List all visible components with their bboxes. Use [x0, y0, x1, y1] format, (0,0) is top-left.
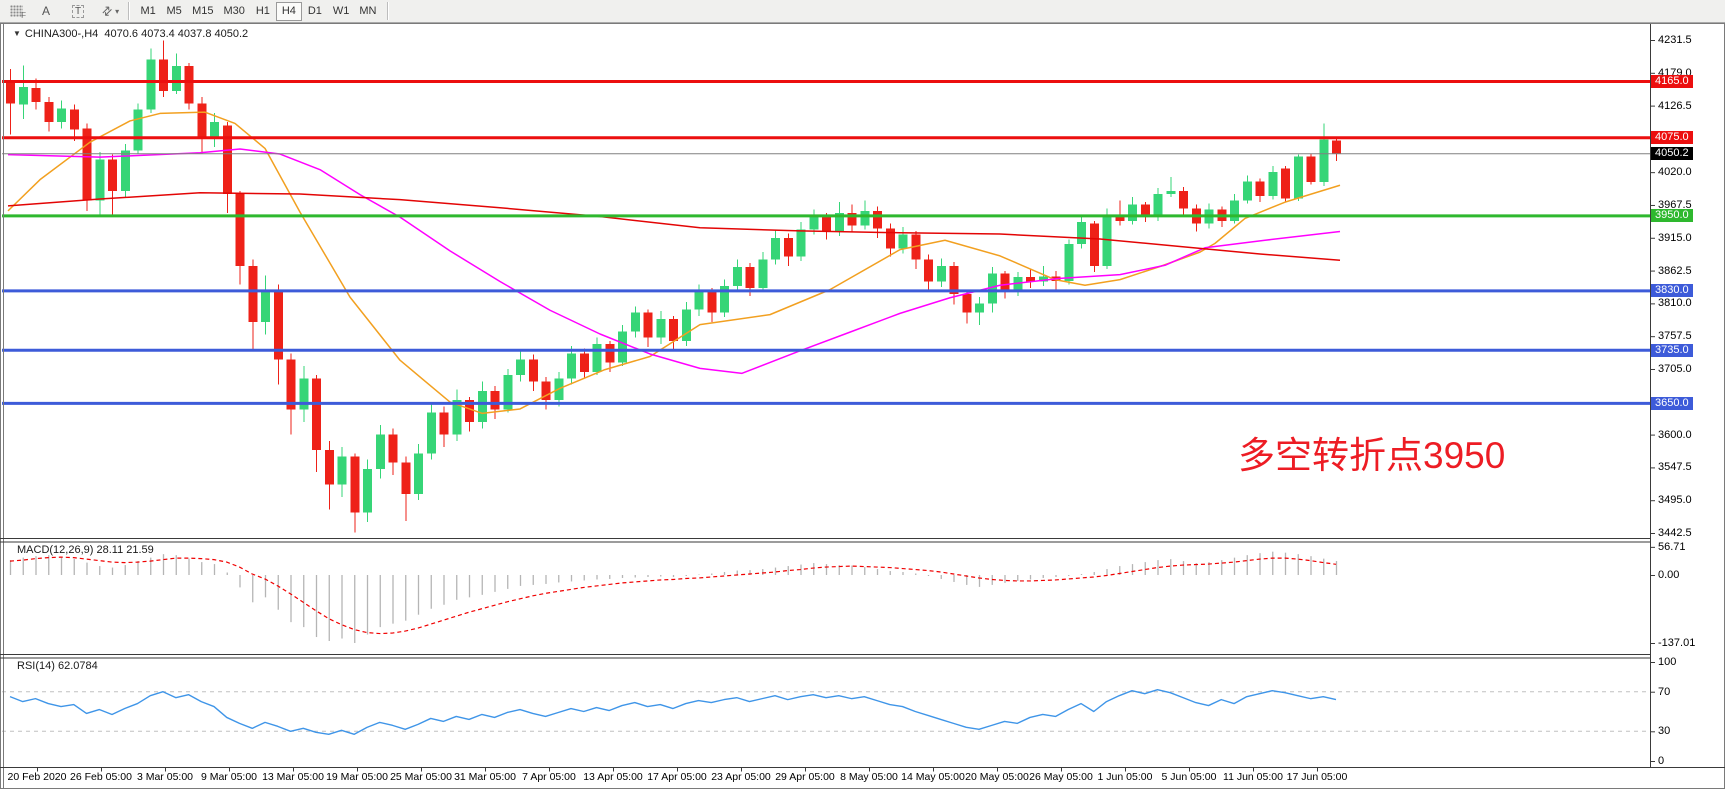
price-badge: 4165.0	[1651, 75, 1693, 89]
timeframe-button-mn[interactable]: MN	[354, 2, 381, 21]
price-axis[interactable]: 4231.5 4179.0 4126.5 4020.0 3967.5 3915.0 3862…	[1650, 23, 1725, 767]
text-box-icon: T	[71, 4, 85, 18]
axis-tick-label: 0	[1658, 755, 1665, 767]
price-badge: 4075.0	[1651, 131, 1693, 145]
ma-slow	[7, 192, 1341, 262]
toolbar: F A T ⇄ ▾ M1 M5 M15 M30 H1 H4 D1 W1 MN	[0, 0, 1725, 23]
text-label-icon: A	[41, 4, 50, 18]
timeframe-button-m1[interactable]: M1	[135, 2, 161, 21]
date-tick-label: 17 Jun 05:00	[1286, 771, 1348, 783]
toolbar-separator	[386, 2, 389, 20]
crosshair-grid-icon[interactable]: F	[4, 1, 28, 21]
axis-tick-label: 4020.0	[1658, 166, 1692, 179]
grid-f-label: F	[21, 11, 26, 20]
arrows-icon: ⇄	[98, 2, 116, 20]
price-badge: 3950.0	[1651, 209, 1693, 223]
grid-dots-icon	[9, 5, 23, 17]
axis-tick-label: 3810.0	[1658, 297, 1692, 310]
ohlc-values: 4070.6 4073.4 4037.8 4050.2	[104, 28, 249, 40]
axis-tick-label: 3495.0	[1658, 494, 1692, 507]
date-axis[interactable]: 20 Feb 2020 26 Feb 05:00 3 Mar 05:00 9 Mar …	[0, 768, 1725, 789]
date-tick-label: 23 Apr 05:00	[711, 771, 771, 783]
axis-tick-label: -137.01	[1658, 636, 1696, 649]
axis-tick-label: 30	[1658, 725, 1671, 738]
timeframe-button-w1[interactable]: W1	[328, 2, 355, 21]
axis-tick-label: 3600.0	[1658, 428, 1692, 441]
date-tick-label: 13 Apr 05:00	[583, 771, 643, 783]
price-badge: 4050.2	[1651, 146, 1693, 160]
ma-mid	[7, 148, 1341, 375]
timeframe-button-m5[interactable]: M5	[161, 2, 187, 21]
date-tick-label: 19 Mar 05:00	[326, 771, 388, 783]
date-tick-label: 20 Feb 2020	[7, 771, 67, 783]
rsi-indicator-label: RSI(14) 62.0784	[17, 660, 98, 672]
price-badge: 3830.0	[1651, 284, 1693, 298]
arrows-button[interactable]: ⇄ ▾	[98, 1, 123, 21]
axis-tick-label: 3862.5	[1658, 264, 1692, 277]
date-tick-label: 11 Jun 05:00	[1223, 771, 1283, 783]
axis-tick-label: 56.71	[1658, 540, 1686, 553]
date-tick-label: 29 Apr 05:00	[775, 771, 835, 783]
symbol-label: CHINA300-,H4	[24, 28, 99, 40]
date-tick-label: 31 Mar 05:00	[454, 771, 516, 783]
price-badge: 3650.0	[1651, 396, 1693, 410]
text-box-button[interactable]: T	[66, 1, 90, 21]
axis-tick-label: 70	[1658, 685, 1671, 698]
date-tick-label: 13 Mar 05:00	[262, 771, 324, 783]
axis-tick-label: 4231.5	[1658, 34, 1692, 46]
axis-tick-label: 0.00	[1658, 569, 1680, 581]
date-tick-label: 25 Mar 05:00	[390, 771, 452, 783]
axis-tick-label: 3915.0	[1658, 231, 1692, 244]
axis-tick-label: 4126.5	[1658, 99, 1692, 112]
axis-tick-label: 3705.0	[1658, 362, 1692, 375]
axis-tick-label: 3757.5	[1658, 330, 1692, 343]
date-tick-label: 20 May 05:00	[965, 771, 1029, 783]
timeframe-button-m15[interactable]: M15	[187, 2, 218, 21]
timeframe-button-d1[interactable]: D1	[302, 2, 328, 21]
date-tick-label: 8 May 05:00	[840, 771, 898, 783]
timeframe-button-h4[interactable]: H4	[275, 1, 302, 21]
text-label-button[interactable]: A	[34, 1, 58, 21]
timeframe-buttons: M1 M5 M15 M30 H1 H4 D1 W1 MN	[135, 1, 381, 21]
date-tick-label: 9 Mar 05:00	[200, 771, 258, 783]
date-tick-label: 1 Jun 05:00	[1097, 771, 1153, 783]
macd-indicator-label: MACD(12,26,9) 28.11 21.59	[17, 544, 154, 556]
ma-fast	[7, 111, 1341, 415]
date-tick-label: 7 Apr 05:00	[522, 771, 576, 783]
axis-tick-label: 3547.5	[1658, 461, 1692, 474]
toolbar-separator	[128, 2, 131, 20]
axis-tick-label: 3442.5	[1658, 527, 1692, 539]
chart-canvas[interactable]	[0, 23, 1725, 789]
collapse-triangle-icon[interactable]: ▼	[13, 29, 21, 38]
date-tick-label: 14 May 05:00	[901, 771, 965, 783]
date-tick-label: 17 Apr 05:00	[647, 771, 707, 783]
date-tick-label: 5 Jun 05:00	[1161, 771, 1217, 783]
date-tick-label: 26 Feb 05:00	[70, 771, 132, 783]
price-badge: 3735.0	[1651, 343, 1693, 357]
axis-tick-label: 3967.5	[1658, 198, 1692, 211]
timeframe-button-h1[interactable]: H1	[250, 2, 276, 21]
chart-text-annotation[interactable]: 多空转折点3950	[1238, 435, 1506, 476]
axis-tick-label: 100	[1658, 656, 1677, 668]
date-tick-label: 3 Mar 05:00	[136, 771, 194, 783]
dropdown-caret-icon: ▾	[115, 6, 120, 16]
chart-title: ▼ CHINA300-,H4 4070.6 4073.4 4037.8 4050.…	[13, 28, 248, 40]
chart-window: ▼ CHINA300-,H4 4070.6 4073.4 4037.8 4050.…	[0, 23, 1725, 789]
date-tick-label: 26 May 05:00	[1029, 771, 1093, 783]
timeframe-button-m30[interactable]: M30	[218, 2, 249, 21]
